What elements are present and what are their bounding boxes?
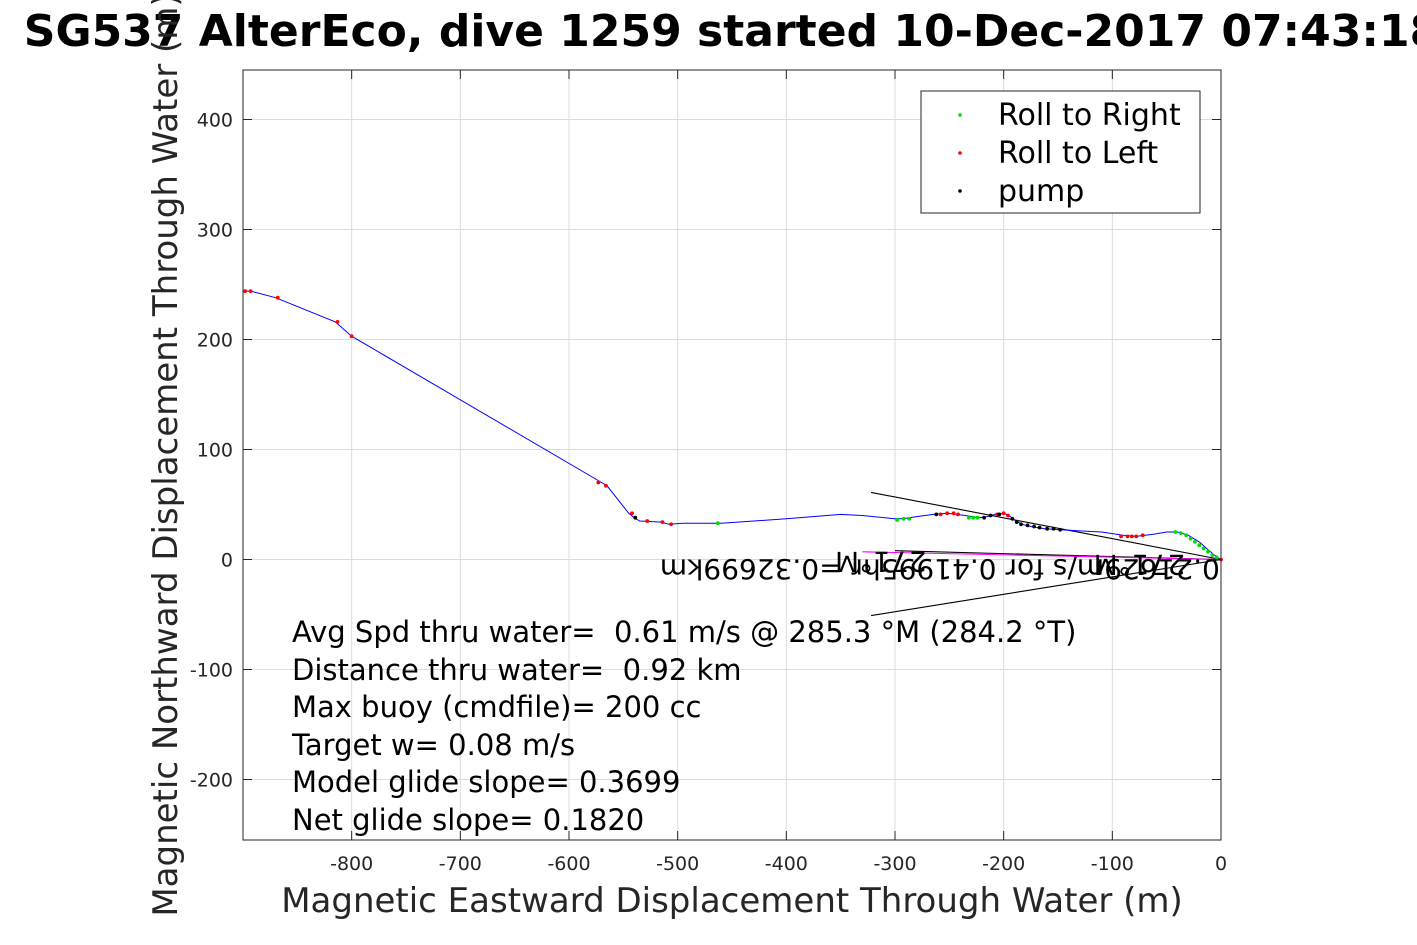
- x-tick-label: -100: [1091, 853, 1134, 875]
- roll-left-point: [660, 520, 665, 524]
- x-axis-label: Magnetic Eastward Displacement Through W…: [281, 881, 1183, 921]
- roll-left-point: [945, 511, 950, 516]
- roll-left-point: [1140, 533, 1145, 538]
- annotation-net-glide: Net glide slope= 0.1820: [292, 803, 644, 837]
- plot-content: 0.21629m/s for 0.41995hr =0.32699km271°M…: [243, 289, 1223, 617]
- roll-right-point: [975, 515, 980, 520]
- roll-right-point: [901, 516, 906, 521]
- roll-left-point: [1119, 534, 1123, 539]
- annotation-max-buoy: Max buoy (cmdfile)= 200 cc: [292, 690, 701, 724]
- pump-point: [988, 513, 993, 518]
- roll-left-point: [243, 289, 248, 293]
- roll-right-point: [1188, 536, 1193, 541]
- pump-point: [1014, 520, 1019, 524]
- roll-left-point: [951, 511, 956, 516]
- pump-point: [1010, 516, 1015, 521]
- roll-right-point: [715, 521, 720, 526]
- roll-right-point: [1184, 533, 1189, 538]
- x-tick-label: -700: [439, 853, 482, 875]
- current-lower: [871, 558, 1222, 617]
- roll-right-point: [1214, 555, 1219, 560]
- x-tick-label: -300: [873, 853, 916, 875]
- roll-right-point: [971, 515, 976, 520]
- roll-right-point: [1197, 543, 1202, 548]
- x-tick-label: -400: [765, 853, 808, 875]
- pump-point: [934, 512, 939, 517]
- annotation-avg-speed: Avg Spd thru water= 0.61 m/s @ 285.3 °M …: [292, 615, 1076, 649]
- pump-point: [982, 515, 987, 520]
- pump-point: [1019, 522, 1023, 527]
- roll-right-point: [1178, 531, 1183, 535]
- roll-left-point: [1006, 513, 1010, 518]
- roll-left-point: [938, 512, 943, 517]
- legend-marker-roll-right: [958, 113, 962, 117]
- roll-right-point: [1193, 540, 1197, 544]
- pump-point: [1058, 527, 1063, 532]
- pump-point: [1045, 526, 1050, 531]
- y-tick-label: 200: [197, 330, 233, 352]
- roll-right-point: [1173, 530, 1178, 534]
- roll-right-point: [966, 515, 971, 520]
- y-tick-label: -100: [190, 660, 233, 682]
- pump-point: [1037, 525, 1042, 530]
- pump-point: [1051, 526, 1056, 531]
- pump-point: [1025, 523, 1030, 528]
- roll-left-point: [1001, 511, 1006, 516]
- chart-title: SG537 AlterEco, dive 1259 started 10-Dec…: [24, 6, 1417, 57]
- x-tick-label: -500: [656, 853, 699, 875]
- roll-left-point: [1129, 534, 1134, 539]
- roll-right-point: [1201, 546, 1206, 551]
- legend-label-roll-right: Roll to Right: [998, 98, 1181, 133]
- flipped-annotation: 271°M: [835, 545, 927, 578]
- y-axis-label: Magnetic Northward Displacement Through …: [146, 0, 186, 917]
- pump-point: [633, 515, 638, 520]
- annotation-target-w: Target w= 0.08 m/s: [291, 728, 575, 762]
- pump-point: [1032, 524, 1036, 529]
- y-tick-label: 100: [197, 440, 233, 462]
- roll-left-point: [349, 334, 354, 339]
- legend-box: [920, 90, 1201, 214]
- current-upper: [870, 491, 1222, 561]
- roll-left-point: [645, 519, 650, 523]
- y-tick-label: -200: [190, 770, 233, 792]
- legend-label-roll-left: Roll to Left: [998, 136, 1158, 171]
- roll-left-point: [630, 511, 634, 516]
- roll-right-point: [907, 516, 912, 521]
- roll-left-point: [596, 480, 601, 485]
- y-tick-label: 400: [197, 110, 233, 132]
- legend: Roll to Right Roll to Left pump: [920, 90, 1201, 214]
- legend-label-pump: pump: [998, 174, 1084, 209]
- annotation-model-glide: Model glide slope= 0.3699: [292, 765, 680, 799]
- x-tick-label: -600: [547, 853, 590, 875]
- roll-left-point: [248, 289, 253, 293]
- annotation-distance: Distance thru water= 0.92 km: [292, 653, 742, 687]
- roll-left-point: [1125, 534, 1130, 539]
- roll-right-point: [1206, 549, 1210, 554]
- flipped-annotation: 271°M: [1094, 548, 1186, 581]
- x-tick-label: -800: [330, 853, 373, 875]
- roll-right-point: [895, 518, 900, 522]
- y-tick-label: 300: [197, 220, 233, 242]
- roll-right-point: [1210, 553, 1215, 557]
- ticks: -800 -700 -600 -500 -400 -300 -200 -100 0 -200 -10…: [190, 70, 1227, 875]
- legend-marker-pump: [958, 189, 962, 193]
- annotation-block: Avg Spd thru water= 0.61 m/s @ 285.3 °M …: [291, 615, 1076, 837]
- roll-left-point: [335, 320, 340, 324]
- roll-left-point: [956, 512, 960, 517]
- ref-line-2: [862, 551, 1222, 561]
- flipped-annotation: 0.21629m/s for 0.41995hr =0.32699km: [660, 553, 1220, 586]
- roll-left-point: [669, 522, 674, 527]
- y-tick-label: 0: [221, 550, 233, 572]
- roll-left-point: [604, 483, 608, 488]
- roll-left-point: [1134, 534, 1139, 539]
- pump-point: [997, 512, 1002, 517]
- plot-frame: [242, 69, 1222, 841]
- legend-marker-roll-left: [958, 151, 962, 155]
- x-tick-label: 0: [1215, 853, 1227, 875]
- x-tick-label: -200: [982, 853, 1025, 875]
- roll-left-point: [275, 295, 280, 300]
